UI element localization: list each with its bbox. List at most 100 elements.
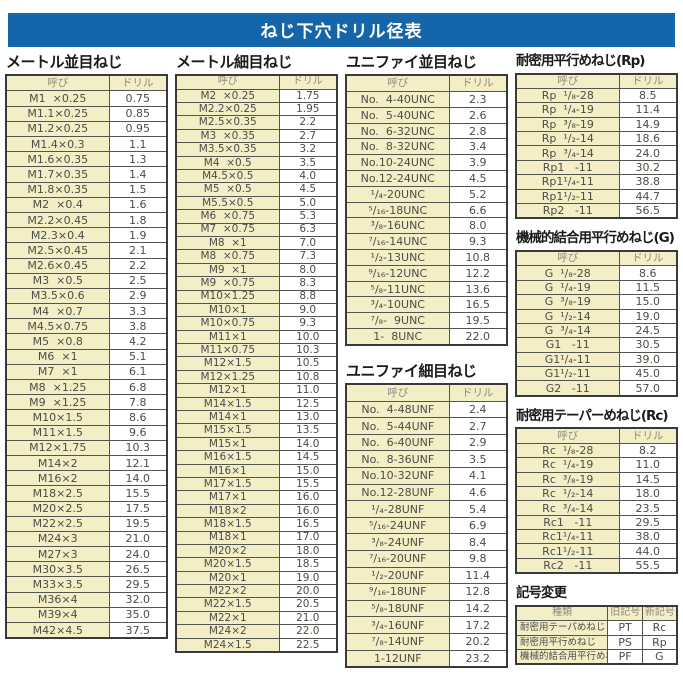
table-row: M1.6×0.35 1.3 [5, 151, 168, 168]
drill-value-cell: 1.9 [108, 227, 168, 244]
table-row: Rc ¹/₂-14 18.0 [515, 485, 678, 502]
thread-name-cell: No. 8-32UNC [345, 138, 450, 156]
table-row: Rc2 -11 55.5 [515, 557, 678, 574]
table-row: M42×4.5 37.5 [5, 622, 168, 639]
thread-name-cell: Rc1¹/₄-11 [515, 529, 620, 545]
table-row: ⁹/₁₆-12UNC 12.2 [345, 264, 508, 282]
drill-value-cell: 45.0 [618, 366, 678, 382]
drill-value-cell: G [641, 648, 678, 665]
thread-name-cell: Rc ¹/₄-19 [515, 457, 620, 473]
thread-name-cell: 機械的結合用平行めねじ [515, 648, 609, 665]
table-row: M3 ×0.5 2.5 [5, 272, 168, 289]
thread-name-cell: M6 ×0.75 [175, 209, 280, 224]
table-row: M20×2.5 17.5 [5, 500, 168, 517]
table-row: Rc ¹/₄-19 11.0 [515, 457, 678, 473]
table-row: G ³/₄-14 24.5 [515, 322, 678, 339]
table-row: M17×1.5 15.5 [175, 476, 338, 492]
thread-name-cell: M18×2.5 [5, 485, 110, 502]
thread-name-cell: M9 ×1.25 [5, 394, 110, 411]
section-heading-unified-fine: ユニファイ細目ねじ [346, 361, 477, 380]
drill-value-cell: 29.5 [618, 514, 678, 531]
table-metric-coarse: 呼び ドリル M1 ×0.25 0.75 M1.1×0.25 0.85 M1.2×0.25 0… [5, 74, 168, 640]
thread-name-cell: M8 ×1 [175, 235, 280, 251]
table-row: ¹/₄-20UNC 5.2 [345, 185, 508, 203]
table-row: G ³/₈-19 15.0 [515, 294, 678, 310]
section-symbol-change: 記号変更 種類 旧記号 新記号 耐密用テーパめねじ PT Rc 耐密用平行めねじ PS Rp 機械的… [515, 586, 678, 666]
drill-value-cell: 0.75 [108, 90, 168, 107]
thread-name-cell: M14×1.5 [175, 396, 280, 412]
table-row: ⁷/₁₆-14UNC 9.3 [345, 233, 508, 251]
table-header-cell: 呼び [515, 427, 620, 444]
drill-value-cell: 12.5 [278, 396, 338, 412]
drill-value-cell: 8.6 [108, 409, 168, 426]
drill-value-cell: 20.0 [278, 584, 338, 599]
thread-name-cell: ⁹/₁₆-18UNF [345, 583, 450, 601]
drill-value-cell: 11.0 [618, 457, 678, 473]
drill-value-cell: 1.3 [108, 151, 168, 168]
table-unified-fine: 呼び ドリル No. 4-48UNF 2.4 No. 5-44UNF 2.7 No. 6-4… [345, 383, 508, 669]
table-header-cell: ドリル [278, 74, 338, 90]
thread-name-cell: No. 6-40UNF [345, 433, 450, 452]
thread-name-cell: M1 ×0.25 [5, 90, 110, 107]
section-heading-rp-parallel-sealing: 耐密用平行めねじ(Rp) [516, 53, 645, 69]
table-row: M16×1.5 14.5 [175, 450, 338, 465]
table-row: M5.5×0.5 5.0 [175, 195, 338, 211]
table-row: Rp1 -11 30.2 [515, 159, 678, 176]
column-1: メートル細目ねじ 呼び ドリル M2 ×0.25 1.75 M2.2×0.25 1.95 M2… [175, 53, 338, 654]
drill-value-cell: 8.5 [618, 87, 678, 104]
thread-name-cell: Rc ¹/₂-14 [515, 485, 620, 502]
thread-name-cell: M10×1 [175, 302, 280, 318]
thread-name-cell: M1.2×0.25 [5, 120, 110, 138]
thread-name-cell: No. 5-40UNC [345, 106, 450, 124]
table-g-parallel-mechanical: 呼び ドリル G ¹/₈-28 8.6 G ¹/₄-19 11.5 G ³/₈-19 15.0… [515, 249, 678, 397]
thread-name-cell: M33×3.5 [5, 576, 110, 593]
thread-name-cell: M5.5×0.5 [175, 195, 280, 211]
drill-value-cell: 1.1 [108, 135, 168, 153]
thread-name-cell: ⁷/₁₆-14UNC [345, 233, 450, 251]
drill-value-cell: 5.0 [278, 195, 338, 211]
table-header-cell: 呼び [515, 73, 620, 89]
thread-name-cell: G ¹/₂-14 [515, 308, 620, 324]
table-row: M2.5×0.35 2.2 [175, 115, 338, 130]
drill-value-cell: Rc [641, 620, 678, 636]
drill-value-cell: 10.8 [278, 369, 338, 385]
thread-name-cell: ¹/₄-20UNC [345, 185, 450, 203]
drill-value-cell: 14.0 [108, 470, 168, 487]
drill-value-cell: 8.6 [618, 265, 678, 281]
table-metric-fine: 呼び ドリル M2 ×0.25 1.75 M2.2×0.25 1.95 M2.5×0.35 2… [175, 74, 338, 654]
table-row: Rc ³/₈-19 14.5 [515, 471, 678, 487]
table-row: M10×1.25 8.8 [175, 289, 338, 304]
table-row: ⁵/₁₆-24UNF 6.9 [345, 516, 508, 535]
drill-value-cell: 19.0 [278, 570, 338, 586]
table-header-row: 種類 旧記号 新記号 [515, 605, 678, 622]
drill-value-cell: 4.2 [108, 333, 168, 350]
table-row: M18×1.5 16.5 [175, 517, 338, 532]
thread-name-cell: Rc ¹/₈-28 [515, 442, 620, 459]
drill-value-cell: 9.3 [278, 316, 338, 331]
table-row: M22×1.5 20.5 [175, 597, 338, 612]
thread-name-cell: ¹/₂-13UNC [345, 249, 450, 266]
table-row: M3.5×0.6 2.9 [5, 287, 168, 305]
drill-value-cell: 4.0 [278, 168, 338, 184]
thread-name-cell: M2.2×0.45 [5, 211, 110, 229]
thread-name-cell: M22×1 [175, 610, 280, 626]
thread-name-cell: G1¹/₂-11 [515, 366, 620, 382]
drill-value-cell: 19.5 [108, 515, 168, 532]
drill-value-cell: 5.4 [448, 500, 508, 518]
drill-value-cell: 29.5 [108, 576, 168, 593]
table-row: M12×1.25 10.8 [175, 369, 338, 385]
thread-name-cell: M15×1.5 [175, 423, 280, 438]
table-row: No. 5-40UNC 2.6 [345, 106, 508, 124]
table-row: ⁷/₈-14UNF 20.2 [345, 632, 508, 651]
table-row: M2.5×0.45 2.1 [5, 242, 168, 259]
thread-name-cell: G1¹/₄-11 [515, 351, 620, 368]
drill-value-cell: 22.5 [278, 637, 338, 653]
drill-value-cell: 4.6 [448, 483, 508, 502]
table-row: No. 5-44UNF 2.7 [345, 417, 508, 435]
table-row: M7 ×1 6.1 [5, 363, 168, 381]
drill-value-cell: PF [607, 648, 643, 665]
drill-value-cell: 18.0 [618, 485, 678, 502]
drill-value-cell: 13.5 [278, 423, 338, 438]
column-3: 耐密用平行めねじ(Rp) 呼び ドリル Rp ¹/₈-28 8.5 Rp ¹/₄-19 11… [515, 53, 678, 666]
table-row: M1.1×0.25 0.85 [5, 105, 168, 122]
